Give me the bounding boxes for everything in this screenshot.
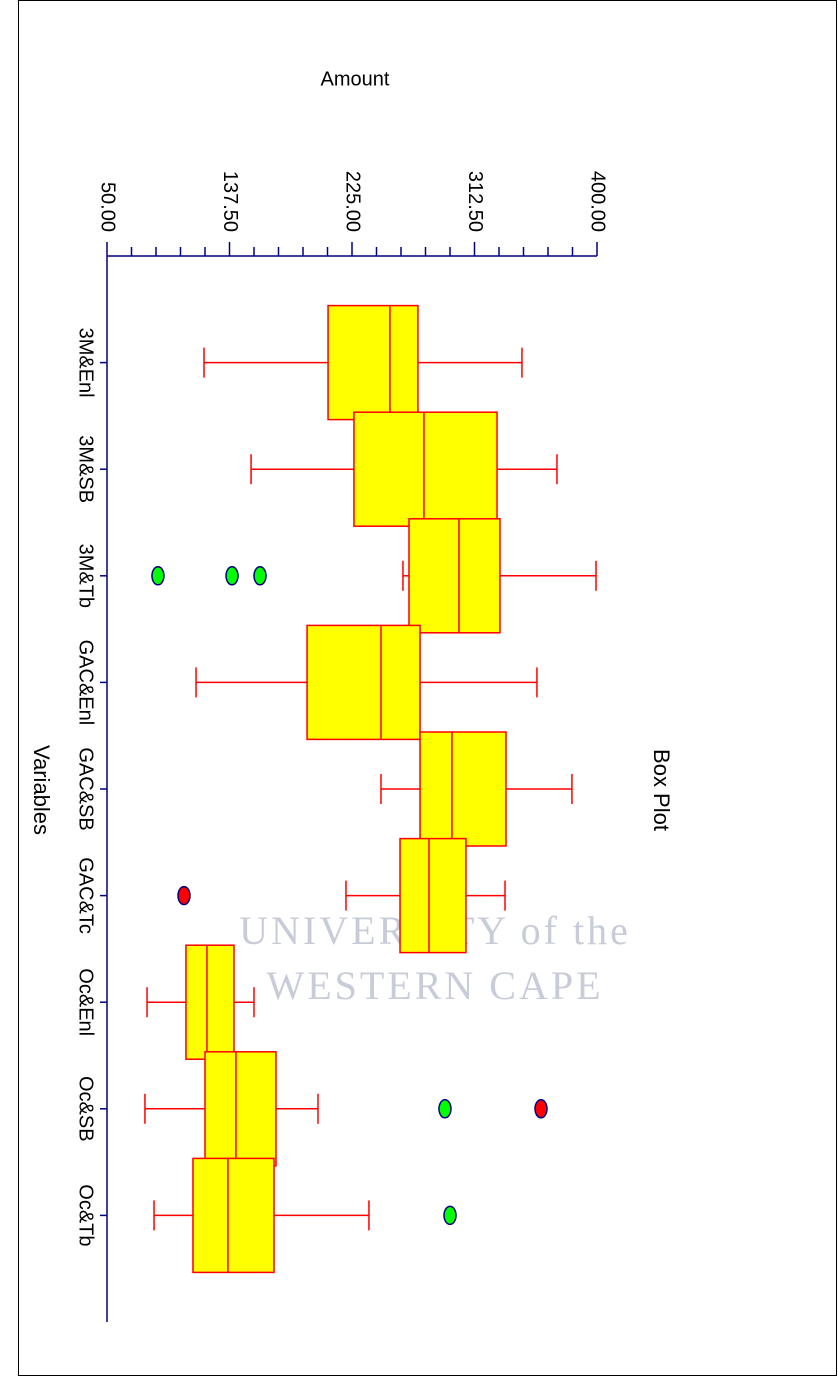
x-tick-label: 3M&SB bbox=[75, 435, 97, 503]
box bbox=[354, 412, 497, 526]
x-tick-label: Oc&Tb bbox=[75, 1184, 97, 1246]
box bbox=[400, 839, 466, 953]
chart-title: Box Plot bbox=[649, 749, 674, 831]
y-tick-label: 50.00 bbox=[97, 182, 119, 232]
outlier bbox=[444, 1206, 456, 1224]
outlier bbox=[439, 1100, 451, 1118]
box bbox=[307, 625, 420, 739]
chart: UNIVERSITY of the WESTERN CAPE Amount Bo… bbox=[0, 0, 838, 1376]
frame bbox=[19, 1, 837, 1376]
x-tick-label: Oc&SB bbox=[75, 1076, 97, 1142]
watermark: WESTERN CAPE bbox=[266, 963, 603, 1008]
y-tick-label: 225.00 bbox=[342, 171, 364, 232]
x-tick-label: 3M&Enl bbox=[75, 328, 97, 398]
outlier bbox=[254, 567, 266, 585]
x-tick-label: 3M&Tb bbox=[75, 544, 97, 608]
outlier bbox=[535, 1100, 547, 1118]
box bbox=[186, 945, 234, 1059]
x-tick-label: GAC&Enl bbox=[75, 640, 97, 726]
page: {"chart_data": { "type": "boxplot", "tit… bbox=[0, 0, 838, 1376]
x-tick-label: GAC&Tc bbox=[75, 857, 97, 934]
y-tick-label: 137.50 bbox=[219, 171, 241, 232]
y-tick-label: 400.00 bbox=[587, 171, 609, 232]
outlier bbox=[152, 567, 164, 585]
x-tick-label: Oc&Enl bbox=[75, 968, 97, 1036]
outlier bbox=[226, 567, 238, 585]
box bbox=[409, 519, 500, 633]
y-axis-label: Amount bbox=[321, 68, 390, 90]
y-tick-label: 312.50 bbox=[464, 171, 486, 232]
box bbox=[328, 306, 418, 420]
box bbox=[205, 1052, 276, 1166]
outlier bbox=[178, 887, 190, 905]
x-tick-label: GAC&SB bbox=[75, 747, 97, 830]
box bbox=[420, 732, 506, 846]
box bbox=[193, 1158, 274, 1272]
x-axis-label: Variables bbox=[29, 745, 54, 835]
